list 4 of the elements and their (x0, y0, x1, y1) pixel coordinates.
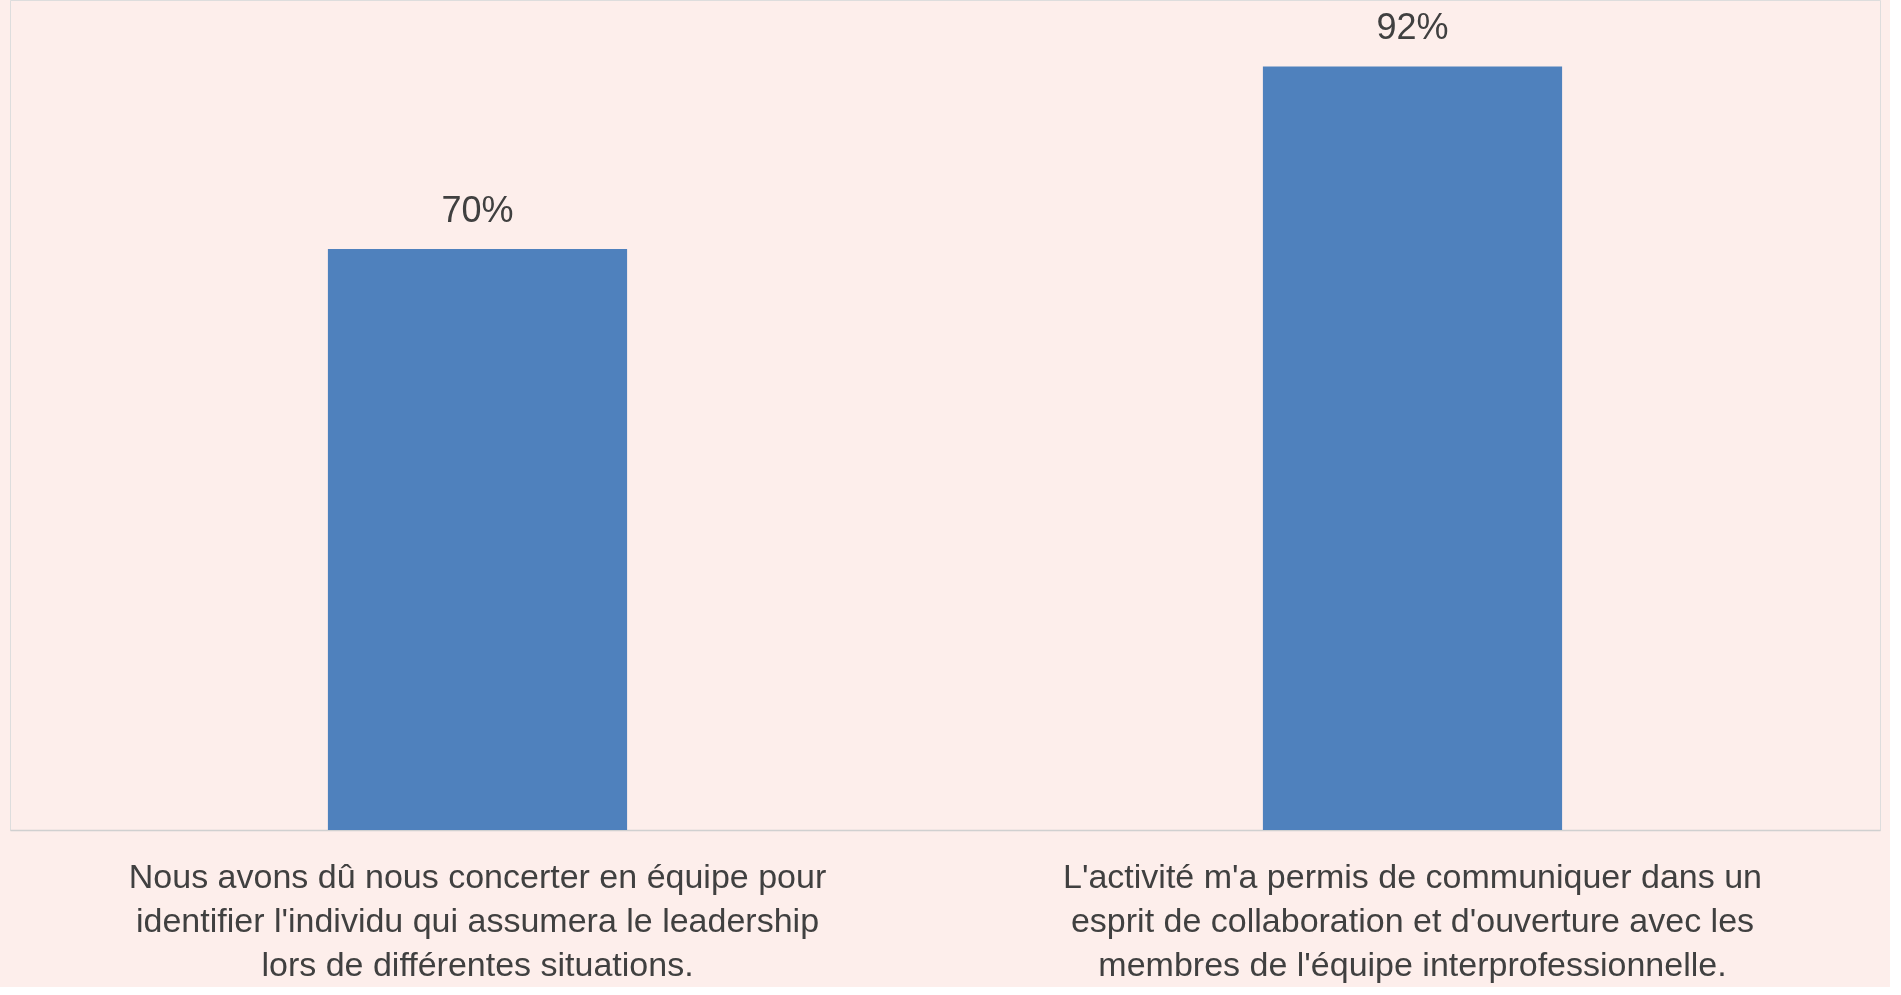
x-tick-label: L'activité m'a permis de communiquer dans un esprit de collaboration et d'ouverture avec les membres de l'équipe interprofessionnelle. (1063, 856, 1762, 983)
x-tick-label: Nous avons dû nous concerter en équipe pour identifier l'individu qui assumera le leadership lors de différentes situations. (128, 856, 827, 983)
data-label: 92% (1376, 6, 1449, 48)
data-label: 70% (441, 189, 514, 230)
